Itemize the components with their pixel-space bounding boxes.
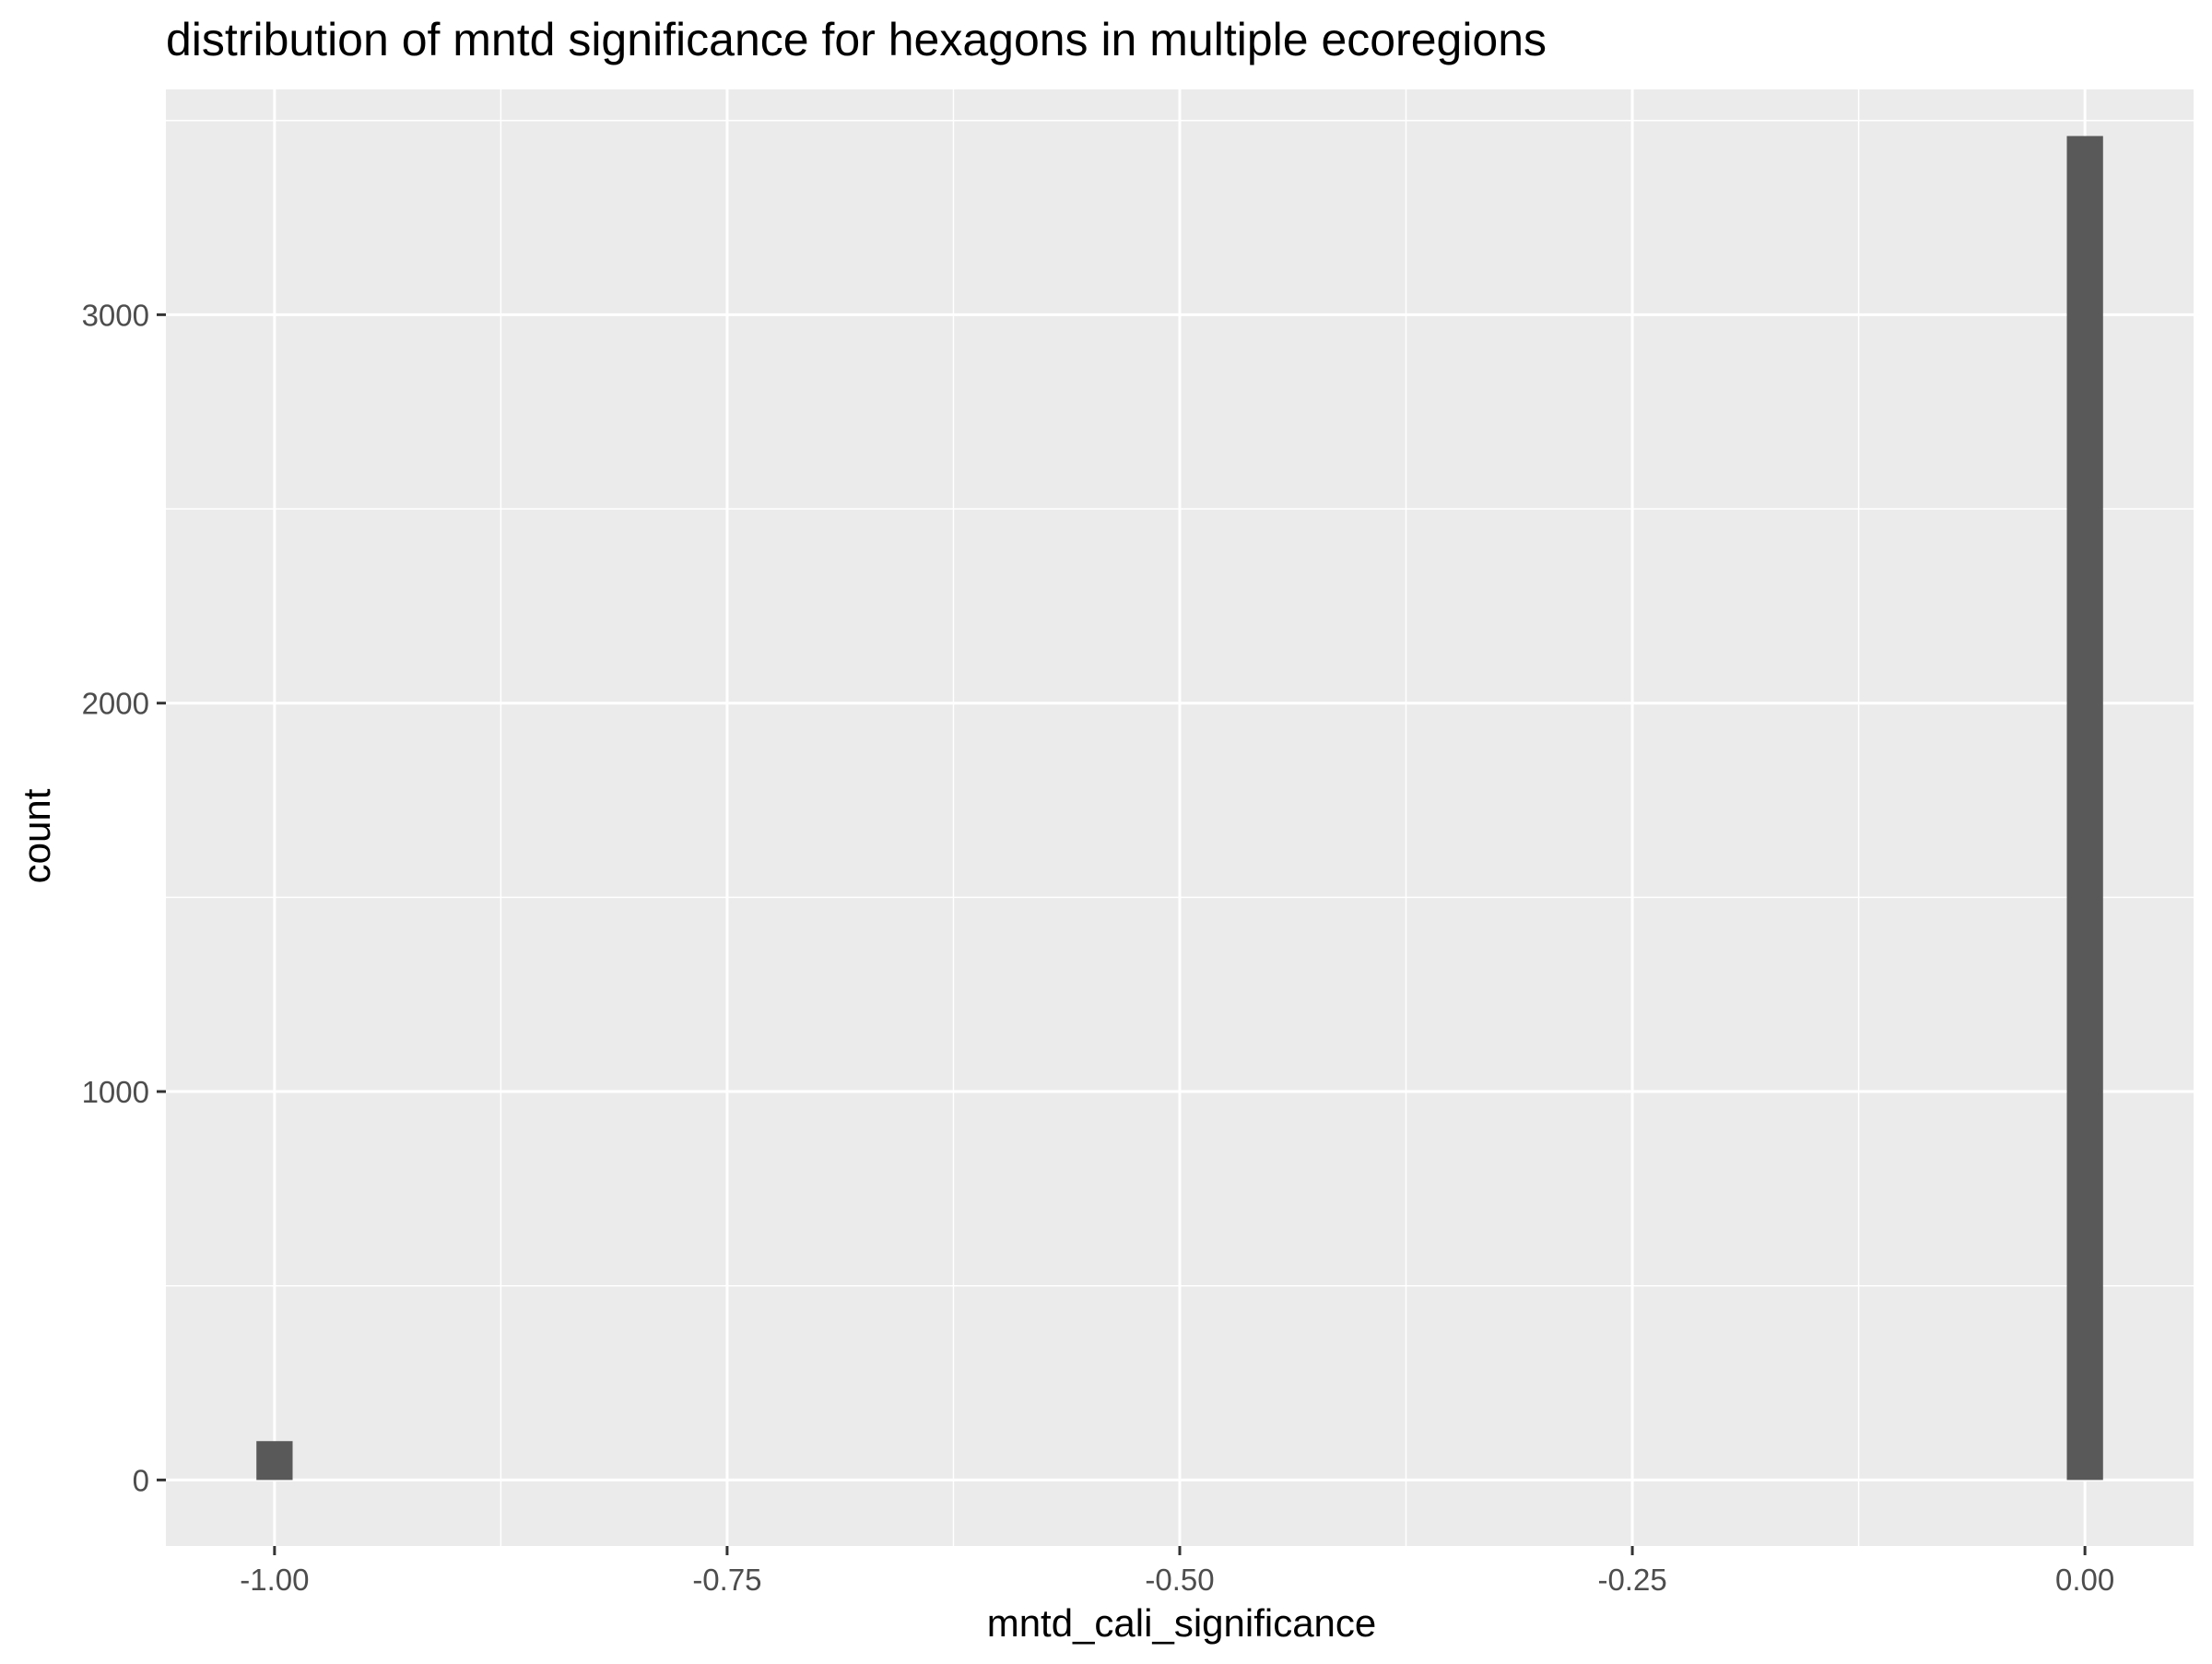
bars <box>256 136 2103 1481</box>
x-tick-label: 0.00 <box>2055 1563 2114 1597</box>
histogram-bar <box>2066 136 2103 1481</box>
histogram-bar <box>256 1441 293 1481</box>
axes: -1.00 -0.75 -0.50 -0.25 0.00 0 1000 2000 3000 <box>82 298 2115 1597</box>
y-tick-label: 2000 <box>82 687 149 721</box>
x-tick-label: -0.50 <box>1145 1563 1214 1597</box>
x-tick-label: -0.75 <box>692 1563 761 1597</box>
y-tick-label: 0 <box>133 1463 149 1497</box>
y-axis-title: count <box>15 788 58 883</box>
x-axis-title: mntd_cali_significance <box>987 1601 1377 1645</box>
x-tick-label: -0.25 <box>1597 1563 1666 1597</box>
grid-lines <box>166 89 2194 1546</box>
x-tick-label: -1.00 <box>240 1563 309 1597</box>
chart-title: distribution of mntd significance for he… <box>166 14 1547 65</box>
y-tick-label: 3000 <box>82 298 149 332</box>
y-tick-label: 1000 <box>82 1075 149 1109</box>
